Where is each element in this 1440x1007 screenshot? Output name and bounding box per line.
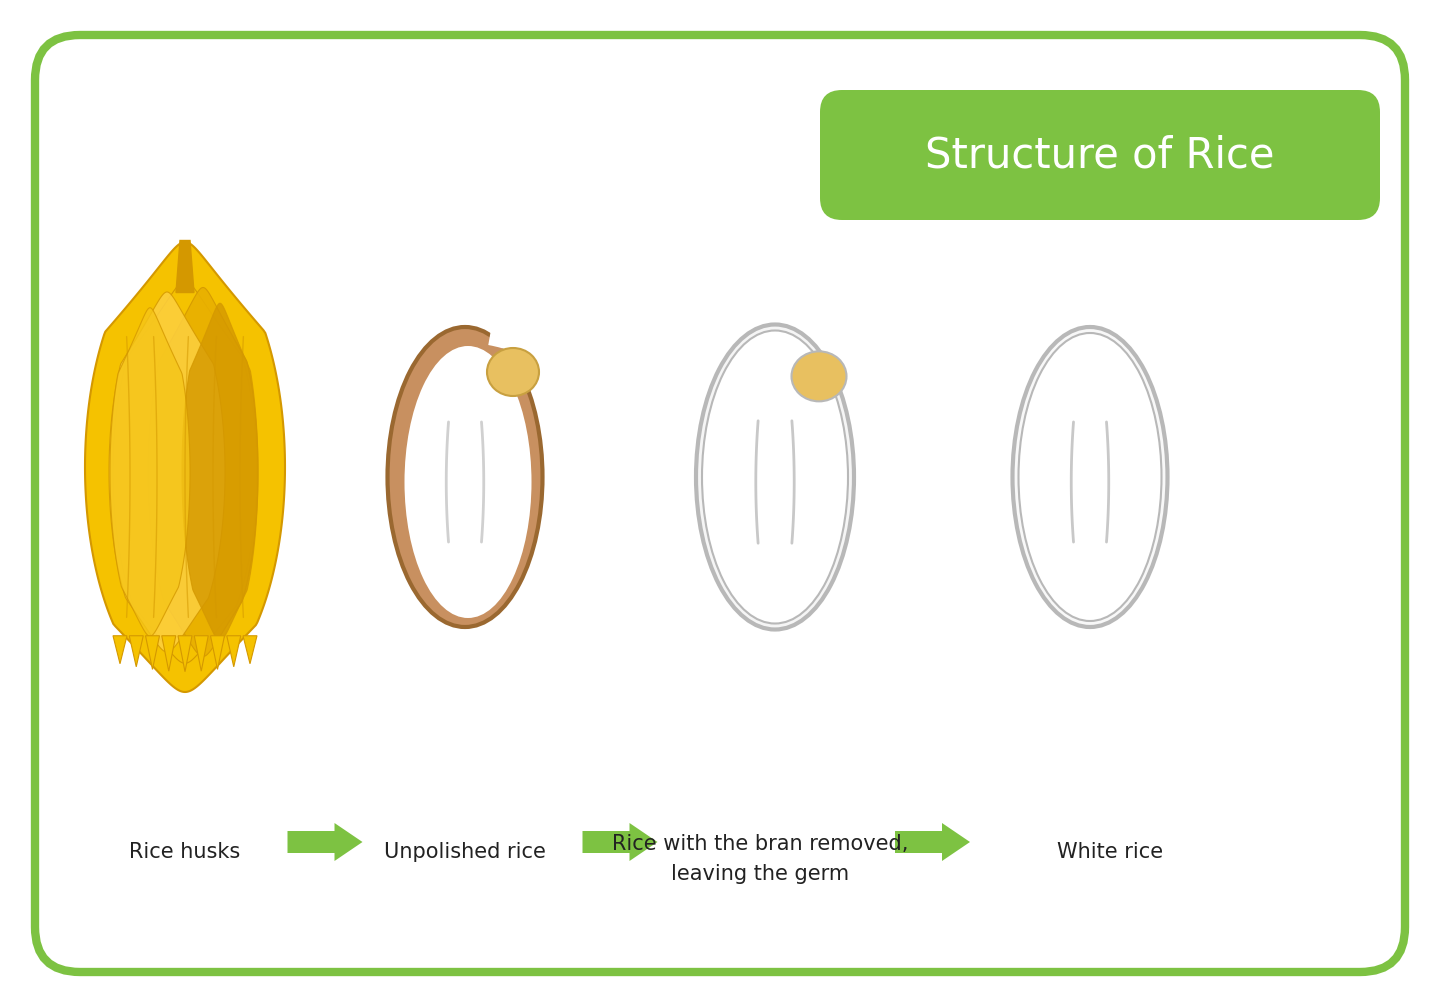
Text: Unpolished rice: Unpolished rice <box>384 842 546 862</box>
Polygon shape <box>194 635 209 671</box>
Polygon shape <box>176 241 194 292</box>
Polygon shape <box>130 635 143 667</box>
FancyBboxPatch shape <box>35 35 1405 972</box>
Text: leaving the germ: leaving the germ <box>671 864 850 884</box>
Polygon shape <box>288 823 363 861</box>
FancyBboxPatch shape <box>819 90 1380 220</box>
Text: White rice: White rice <box>1057 842 1164 862</box>
Polygon shape <box>109 308 190 636</box>
Ellipse shape <box>1018 333 1162 621</box>
Ellipse shape <box>792 351 847 402</box>
Text: Rice with the bran removed,: Rice with the bran removed, <box>612 834 909 854</box>
Polygon shape <box>226 635 240 667</box>
Ellipse shape <box>405 346 531 618</box>
Polygon shape <box>210 635 225 670</box>
Ellipse shape <box>703 330 848 623</box>
Polygon shape <box>109 292 225 652</box>
Polygon shape <box>112 635 127 664</box>
Polygon shape <box>243 635 256 664</box>
Text: Structure of Rice: Structure of Rice <box>926 134 1274 176</box>
Polygon shape <box>181 303 258 640</box>
Polygon shape <box>148 288 258 657</box>
Ellipse shape <box>1012 327 1168 627</box>
Polygon shape <box>161 635 176 671</box>
Wedge shape <box>488 327 596 410</box>
Polygon shape <box>179 635 192 672</box>
Polygon shape <box>145 635 160 670</box>
Polygon shape <box>583 823 658 861</box>
Ellipse shape <box>696 324 854 629</box>
Polygon shape <box>896 823 971 861</box>
Polygon shape <box>85 242 285 692</box>
Ellipse shape <box>487 348 539 396</box>
Polygon shape <box>112 281 256 664</box>
Ellipse shape <box>387 327 543 627</box>
Text: Rice husks: Rice husks <box>130 842 240 862</box>
